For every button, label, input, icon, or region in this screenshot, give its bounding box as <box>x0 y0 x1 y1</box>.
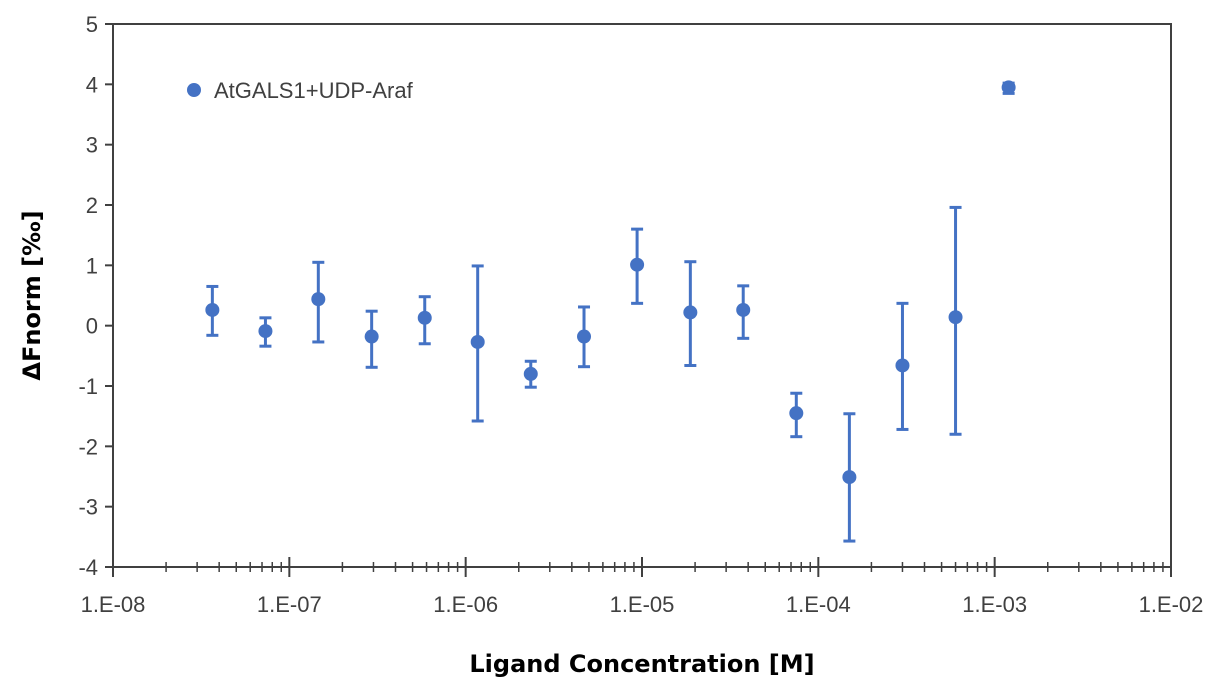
data-point <box>365 330 379 344</box>
y-tick-label: 3 <box>86 133 98 158</box>
data-point <box>895 358 909 372</box>
y-tick-label: -2 <box>78 434 98 459</box>
data-point <box>577 330 591 344</box>
data-point <box>1002 80 1016 94</box>
y-tick-label: 5 <box>86 12 98 37</box>
y-tick-label: 2 <box>86 193 98 218</box>
x-tick-label: 1.E-04 <box>786 592 851 617</box>
y-tick-label: 1 <box>86 253 98 278</box>
y-tick-label: -4 <box>78 555 98 580</box>
x-tick-label: 1.E-07 <box>257 592 322 617</box>
x-tick-label: 1.E-02 <box>1139 592 1204 617</box>
legend-marker <box>187 83 201 97</box>
x-tick-label: 1.E-08 <box>81 592 146 617</box>
x-tick-label: 1.E-03 <box>962 592 1027 617</box>
y-axis-tick-labels: 5 4 3 2 1 0 -1 -2 -3 -4 <box>78 12 98 580</box>
data-points <box>205 80 1015 484</box>
y-axis-ticks <box>105 24 113 567</box>
x-axis-tick-labels: 1.E-08 1.E-07 1.E-06 1.E-05 1.E-04 1.E-03 1.E-… <box>81 592 1204 617</box>
data-point <box>205 303 219 317</box>
data-point <box>683 305 697 319</box>
x-tick-label: 1.E-06 <box>433 592 498 617</box>
y-tick-label: 0 <box>86 314 98 339</box>
y-axis-title: ΔFnorm [‰] <box>18 210 46 380</box>
data-point <box>258 324 272 338</box>
plot-area <box>113 24 1171 567</box>
x-axis-title: Ligand Concentration [M] <box>469 650 814 678</box>
data-point <box>789 406 803 420</box>
data-point <box>311 292 325 306</box>
data-point <box>949 310 963 324</box>
data-point <box>736 303 750 317</box>
y-tick-label: -1 <box>78 374 98 399</box>
x-tick-label: 1.E-05 <box>610 592 675 617</box>
legend-label: AtGALS1+UDP-Araf <box>214 78 414 103</box>
y-tick-label: -3 <box>78 495 98 520</box>
data-point <box>630 258 644 272</box>
data-point <box>524 367 538 381</box>
data-point <box>842 470 856 484</box>
data-point <box>418 311 432 325</box>
data-point <box>471 335 485 349</box>
y-tick-label: 4 <box>86 72 98 97</box>
error-bars <box>206 83 1014 541</box>
legend: AtGALS1+UDP-Araf <box>187 78 414 103</box>
